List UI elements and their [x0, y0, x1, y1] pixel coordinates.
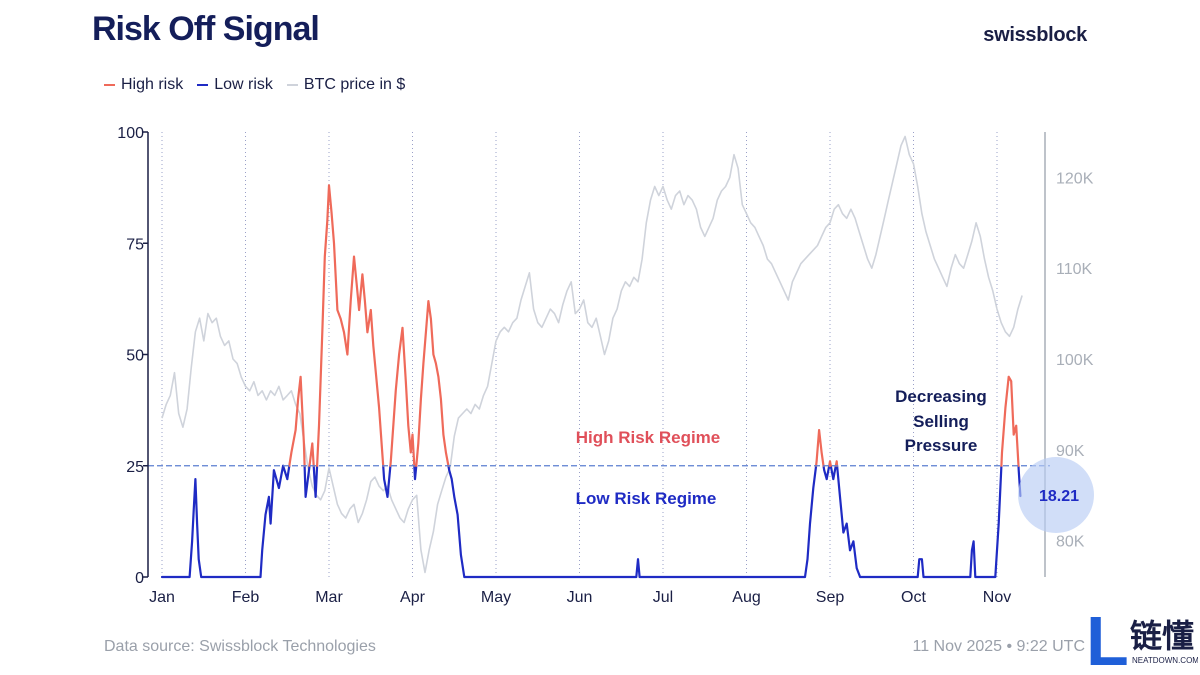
x-tick-label-oct: Oct [901, 589, 926, 606]
legend-label-high-risk: High risk [121, 76, 184, 93]
x-tick-label-feb: Feb [232, 589, 260, 606]
low-risk-line [160, 464, 1022, 579]
x-tick-label-may: May [481, 589, 511, 606]
watermark-sub: NEATDOWN.COM [1132, 656, 1198, 665]
left-tick-label-100: 100 [117, 125, 144, 142]
brand-logo: swissblock [983, 24, 1087, 46]
right-tick-label-80k: 80K [1056, 534, 1085, 551]
legend-item-low-risk[interactable]: Low risk [197, 76, 273, 94]
page-title: Risk Off Signal [92, 10, 320, 48]
last-value-label: 18.21 [1039, 488, 1079, 505]
x-tick-label-mar: Mar [315, 589, 343, 606]
x-tick-label-aug: Aug [732, 589, 760, 606]
right-tick-label-120k: 120K [1056, 170, 1094, 187]
right-tick-label-90k: 90K [1056, 443, 1085, 460]
legend-swatch-high-risk [104, 84, 115, 86]
left-tick-label-75: 75 [126, 236, 144, 253]
vertical-gridlines [161, 132, 998, 577]
x-tick-label-apr: Apr [400, 589, 426, 606]
right-y-axis: 80K 90K 100K 110K 120K [1044, 132, 1094, 577]
data-source: Data source: Swissblock Technologies [104, 638, 376, 655]
watermark-logo: L 链懂 NEATDOWN.COM [1086, 603, 1198, 671]
risk-signal-series [160, 184, 1022, 579]
timestamp: 11 Nov 2025 • 9:22 UTC [912, 638, 1085, 655]
x-tick-label-jul: Jul [653, 589, 673, 606]
left-y-axis: 0 25 50 75 100 [117, 125, 149, 587]
left-tick-label-25: 25 [126, 459, 144, 476]
annotation-decreasing-line-2: Selling [913, 412, 969, 431]
high-risk-line [288, 184, 1020, 467]
legend-swatch-low-risk [197, 84, 209, 86]
annotation-decreasing-line-1: Decreasing [895, 387, 987, 406]
right-tick-label-110k: 110K [1056, 261, 1093, 278]
legend-label-low-risk: Low risk [214, 76, 273, 93]
btc-price-series [161, 135, 1023, 574]
legend-item-high-risk[interactable]: High risk [104, 76, 183, 94]
x-tick-label-jan: Jan [149, 589, 175, 606]
chart-legend: High risk Low risk BTC price in $ [104, 76, 419, 94]
x-tick-label-sep: Sep [816, 589, 845, 606]
left-tick-label-0: 0 [135, 570, 144, 587]
watermark-chars: 链懂 [1130, 617, 1194, 655]
last-value-highlight [1018, 457, 1094, 533]
x-axis: Jan Feb Mar Apr May Jun Jul Aug Sep Oct Nov [149, 589, 1011, 606]
legend-label-btc-price: BTC price in $ [303, 76, 406, 93]
legend-item-btc-price[interactable]: BTC price in $ [286, 76, 406, 94]
legend-swatch-btc-price [286, 84, 298, 86]
right-tick-label-100k: 100K [1056, 352, 1094, 369]
x-tick-label-nov: Nov [983, 589, 1011, 606]
annotation-low-risk-regime: Low Risk Regime [576, 489, 717, 508]
watermark-glyph: L [1086, 603, 1129, 671]
annotation-high-risk-regime: High Risk Regime [576, 428, 721, 447]
left-tick-label-50: 50 [126, 348, 144, 365]
annotation-decreasing-line-3: Pressure [905, 436, 978, 455]
btc-price-line [161, 135, 1023, 574]
x-tick-label-jun: Jun [567, 589, 593, 606]
